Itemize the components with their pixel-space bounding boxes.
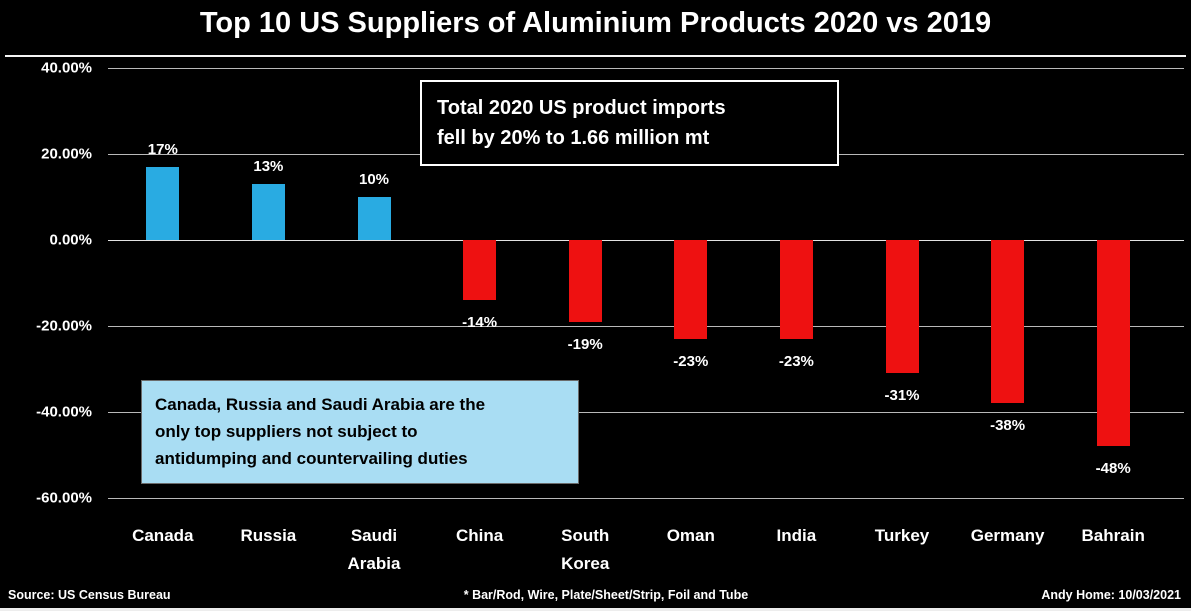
value-label-india: -23% bbox=[778, 352, 814, 370]
bar-oman bbox=[674, 240, 708, 339]
bar-germany bbox=[991, 240, 1025, 404]
y-tick-label--60: -60.00% bbox=[36, 489, 92, 507]
value-label-germany: -38% bbox=[990, 417, 1026, 435]
imports-note-box: Total 2020 US product imports fell by 20… bbox=[420, 80, 839, 166]
x-tick-label-oman: Oman bbox=[666, 526, 715, 545]
bar-india bbox=[779, 240, 813, 339]
value-label-china: -14% bbox=[462, 314, 498, 332]
value-label-russia: 13% bbox=[253, 158, 284, 176]
x-tick-label-south-korea: South Korea bbox=[561, 526, 610, 574]
x-tick-label-india: India bbox=[776, 526, 817, 545]
y-axis: 40.00% 20.00% 0.00% -20.00% -40.00% -60.00% bbox=[0, 60, 100, 507]
duties-note-line3: antidumping and countervailing duties bbox=[155, 449, 468, 469]
source-label: Source: US Census Bureau bbox=[8, 588, 171, 602]
x-tick-label-russia: Russia bbox=[240, 526, 297, 545]
value-label-turkey: -31% bbox=[884, 387, 920, 405]
bar-russia bbox=[251, 184, 285, 240]
y-tick-label-40: 40.00% bbox=[41, 59, 92, 77]
chart-title: Top 10 US Suppliers of Aluminium Product… bbox=[199, 7, 992, 39]
value-label-bahrain: -48% bbox=[1095, 460, 1131, 478]
value-label-saudi-arabia: 10% bbox=[358, 171, 390, 188]
bar-bahrain bbox=[1096, 240, 1130, 447]
bar-china bbox=[463, 240, 497, 301]
x-tick-label-canada: Canada bbox=[132, 526, 194, 545]
imports-note-line2: fell by 20% to 1.66 million mt bbox=[437, 127, 710, 149]
footer: Source: US Census Bureau * Bar/Rod, Wire… bbox=[8, 588, 1181, 602]
plot-area: 17% 13% 10% -14% -19% -23% -23% -31% -38% -48% bbox=[108, 68, 1184, 499]
bar-saudi-arabia bbox=[357, 197, 391, 240]
gridline-40 bbox=[108, 68, 1184, 69]
bar-turkey bbox=[885, 240, 919, 374]
duties-note-line2: only top suppliers not subject to bbox=[155, 422, 418, 442]
gridline--40 bbox=[108, 412, 1184, 413]
y-tick-label-0: 0.00% bbox=[49, 231, 92, 249]
x-axis: Canada Russia Saudi Arabia China South Korea… bbox=[110, 522, 1166, 584]
title-divider-line bbox=[5, 55, 1186, 57]
credit-label: Andy Home: 10/03/2021 bbox=[1041, 588, 1181, 602]
bar-south-korea bbox=[568, 240, 602, 322]
value-label-canada: 17% bbox=[147, 140, 178, 158]
x-tick-label-china: China bbox=[455, 526, 504, 545]
y-tick-label--40: -40.00% bbox=[36, 403, 92, 421]
imports-note-line1: Total 2020 US product imports bbox=[437, 97, 726, 119]
x-tick-label-bahrain: Bahrain bbox=[1081, 526, 1145, 545]
gridline--20 bbox=[108, 326, 1184, 327]
x-tick-label-turkey: Turkey bbox=[874, 526, 930, 545]
x-tick-label-germany: Germany bbox=[970, 526, 1045, 545]
products-footnote: * Bar/Rod, Wire, Plate/Sheet/Strip, Foil… bbox=[463, 588, 749, 602]
duties-note-line1: Canada, Russia and Saudi Arabia are the bbox=[155, 395, 486, 414]
bar-canada bbox=[146, 166, 180, 240]
y-tick-label-20: 20.00% bbox=[41, 145, 92, 163]
x-tick-label-saudi-arabia: Saudi Arabia bbox=[347, 526, 401, 574]
value-label-oman: -23% bbox=[673, 352, 709, 370]
value-label-south-korea: -19% bbox=[567, 335, 603, 353]
zero-gridline bbox=[108, 240, 1184, 241]
duties-note-box: Canada, Russia and Saudi Arabia are the … bbox=[141, 380, 579, 484]
y-tick-label--20: -20.00% bbox=[36, 317, 92, 335]
gridline--60 bbox=[108, 498, 1184, 499]
